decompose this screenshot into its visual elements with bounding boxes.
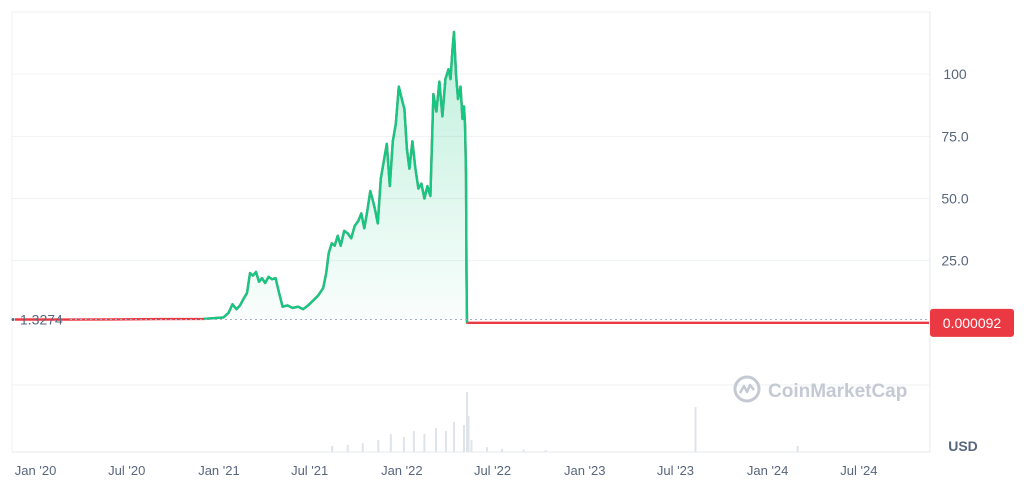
volume-bar: [796, 446, 799, 452]
y-tick-label: 75.0: [941, 128, 968, 144]
x-tick-label: Jan '24: [747, 463, 789, 478]
x-tick-label: Jan '20: [15, 463, 57, 478]
volume-bar: [331, 446, 334, 452]
coinmarketcap-watermark: CoinMarketCap: [733, 375, 907, 403]
baseline-marker: 1.3274: [11, 312, 63, 328]
volume-bar: [470, 440, 473, 452]
volume-bar: [522, 449, 525, 452]
volume-bar: [402, 437, 405, 452]
series-line-down: [14, 30, 929, 324]
volume-bar: [486, 447, 489, 452]
x-tick-label: Jan '22: [381, 463, 423, 478]
coinmarketcap-logo-icon: [733, 375, 761, 403]
baseline-value: 1.3274: [20, 312, 63, 328]
volume-bar: [467, 416, 470, 452]
y-axis-ticks: 25.0 50.0 75.0 100: [941, 66, 968, 269]
watermark-text: CoinMarketCap: [768, 381, 907, 402]
x-tick-label: Jan '21: [198, 463, 240, 478]
volume-bar: [452, 422, 455, 452]
x-tick-label: Jul '20: [108, 463, 145, 478]
price-series: [14, 30, 929, 324]
baseline-dot: [11, 318, 15, 322]
x-tick-label: Jan '23: [564, 463, 606, 478]
volume-bars: [331, 392, 799, 452]
volume-bar: [389, 434, 392, 452]
volume-bar: [346, 444, 349, 452]
y-tick-label: 100: [943, 66, 967, 82]
plot-frame: [11, 11, 931, 453]
x-tick-label: Jul '22: [474, 463, 511, 478]
volume-bar: [465, 392, 468, 452]
x-tick-label: Jul '24: [840, 463, 877, 478]
y-tick-label: 25.0: [941, 253, 968, 269]
volume-bar: [444, 431, 447, 452]
volume-bar: [361, 443, 364, 452]
volume-bar: [423, 434, 426, 452]
y-tick-label: 50.0: [941, 191, 968, 207]
volume-bar: [412, 431, 415, 452]
volume-bar: [544, 450, 547, 452]
volume-bar: [434, 428, 437, 452]
series-line-up: [203, 30, 469, 323]
volume-bar: [462, 425, 465, 452]
series-area-up: [203, 31, 467, 323]
current-price-tag: 0.000092: [930, 308, 1014, 337]
volume-bar: [501, 449, 504, 452]
volume-bar: [694, 407, 697, 452]
current-price-background: [930, 308, 1014, 337]
currency-label: USD: [948, 438, 978, 454]
current-price-value: 0.000092: [943, 315, 1002, 331]
x-tick-label: Jul '23: [657, 463, 694, 478]
volume-bar: [377, 440, 380, 452]
grid-lines: [12, 73, 930, 262]
x-tick-label: Jul '21: [291, 463, 328, 478]
x-axis-ticks: Jan '20 Jul '20 Jan '21 Jul '21 Jan '22 Jul '…: [15, 463, 878, 478]
